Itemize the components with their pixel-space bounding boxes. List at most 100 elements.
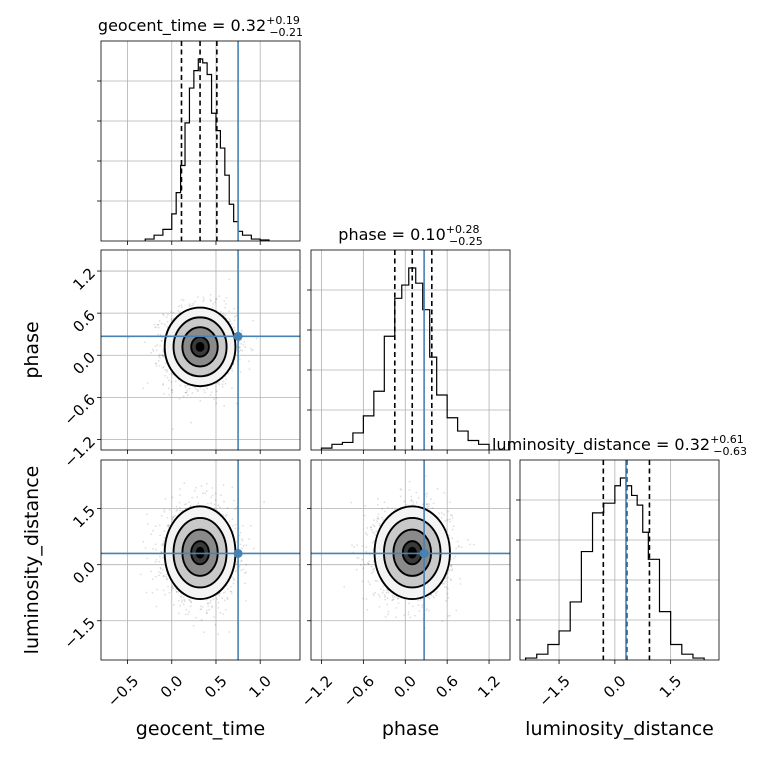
sample-point [158, 364, 161, 367]
sample-point [229, 590, 232, 593]
sample-point [170, 381, 173, 383]
sample-point [410, 495, 413, 498]
sample-point [456, 540, 459, 543]
sample-point [373, 532, 375, 535]
sample-point [380, 588, 382, 590]
sample-point [231, 387, 233, 389]
sample-point [183, 482, 186, 485]
sample-point [451, 517, 454, 519]
sample-point [220, 494, 222, 497]
sample-point [241, 349, 244, 352]
sample-point [427, 596, 430, 598]
sample-point [203, 389, 205, 391]
sample-point [152, 529, 155, 532]
sample-point [176, 509, 179, 512]
sample-point [435, 594, 438, 597]
sample-point [403, 500, 406, 503]
sample-point [214, 301, 217, 304]
sample-point [228, 520, 231, 523]
sample-point [179, 509, 181, 512]
sample-point [178, 494, 181, 496]
sample-point [224, 314, 227, 316]
sample-point [430, 594, 432, 596]
sample-point [170, 389, 173, 391]
sample-point [240, 569, 243, 572]
sample-point [171, 389, 174, 391]
sample-point [177, 599, 180, 602]
sample-point [454, 555, 457, 558]
sample-point [161, 355, 164, 357]
sample-point [180, 596, 183, 598]
sample-point [233, 578, 236, 581]
sample-point [430, 498, 432, 501]
sample-point [450, 564, 453, 567]
sample-point [158, 355, 160, 358]
sample-point [171, 585, 174, 587]
sample-point [252, 319, 255, 322]
sample-point [162, 366, 165, 368]
sample-point [361, 545, 364, 547]
sample-point [218, 595, 221, 597]
sample-point [210, 496, 213, 499]
sample-point [384, 594, 386, 596]
sample-point [368, 560, 370, 563]
sample-point [449, 514, 452, 516]
sample-point [146, 382, 149, 384]
sample-point [443, 520, 446, 523]
sample-point [245, 571, 247, 574]
sample-point [407, 613, 410, 616]
sample-point [226, 506, 229, 509]
sample-point [227, 372, 230, 375]
sample-point [188, 501, 190, 503]
sample-point [231, 518, 234, 521]
sample-point [199, 605, 202, 608]
sample-point [222, 613, 224, 615]
sample-point [183, 600, 186, 603]
sample-point [214, 499, 217, 501]
sample-point [172, 587, 175, 590]
sample-point [154, 345, 157, 347]
axes-frame [100, 459, 301, 661]
sample-point [370, 572, 373, 575]
sample-point [210, 502, 212, 505]
sample-point [212, 598, 215, 601]
sample-point [234, 508, 237, 511]
sample-point [209, 394, 212, 397]
sample-point [188, 303, 191, 306]
sample-point [145, 591, 148, 594]
sample-point [233, 326, 236, 329]
sample-point [204, 391, 206, 394]
sample-point [391, 594, 394, 596]
sample-point [421, 604, 424, 607]
sample-point [179, 311, 181, 313]
sample-point [158, 320, 161, 322]
sample-point [232, 363, 235, 366]
sample-point [207, 605, 210, 607]
sample-point [163, 540, 165, 543]
sample-point [367, 562, 370, 565]
sample-point [144, 546, 147, 549]
sample-point [376, 520, 378, 522]
sample-point [425, 503, 428, 506]
sample-point [373, 568, 376, 570]
sample-point [241, 547, 243, 550]
sample-point [175, 505, 178, 508]
sample-point [356, 544, 358, 546]
sample-point [179, 604, 182, 607]
sample-point [450, 565, 453, 568]
sample-point [156, 588, 159, 591]
sample-point [353, 546, 356, 548]
sample-point [155, 548, 157, 551]
sample-point [192, 304, 194, 307]
sample-point [238, 565, 241, 567]
sample-point [197, 389, 200, 392]
sample-point [164, 362, 167, 364]
sample-point [170, 372, 173, 375]
sample-point [163, 530, 166, 532]
sample-point [203, 298, 206, 301]
sample-point [363, 514, 366, 517]
sample-point [376, 518, 379, 520]
sample-point [225, 297, 228, 299]
sample-point [366, 562, 369, 564]
sample-point [197, 296, 199, 298]
